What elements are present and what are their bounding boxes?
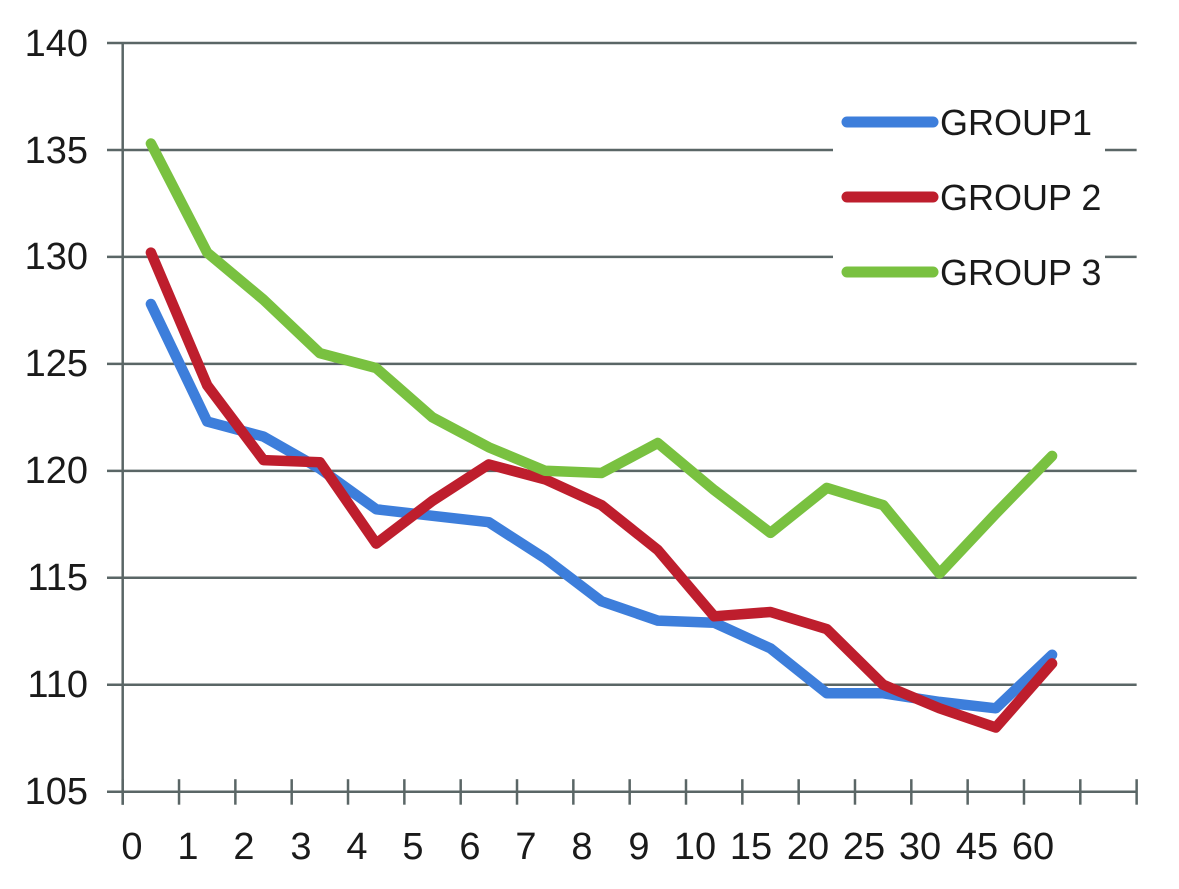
x-tick-label: 15	[730, 826, 772, 868]
x-tick-label: 6	[459, 826, 480, 868]
x-axis-labels: 0 1 2 3 4 5 6 7 8 9 10 15 20 25 30 45 60	[121, 826, 1054, 868]
series-lines	[145, 138, 1058, 733]
x-tick-label: 9	[628, 826, 649, 868]
y-tick-label: 135	[25, 130, 88, 172]
x-tick-label: 25	[843, 826, 885, 868]
x-tick-label: 30	[899, 826, 941, 868]
y-tick-label: 105	[25, 771, 88, 813]
x-tick-label: 5	[402, 826, 423, 868]
y-tick-label: 120	[25, 450, 88, 492]
series-line-group3	[145, 138, 1058, 579]
x-tick-label: 10	[674, 826, 716, 868]
y-tick-label: 110	[27, 664, 88, 706]
y-tick-label: 115	[27, 557, 88, 599]
x-tick-label: 7	[515, 826, 536, 868]
legend: GROUP1 GROUP 2 GROUP 3	[833, 96, 1105, 308]
x-tick-label: 0	[121, 826, 142, 868]
x-tick-label: 4	[346, 826, 367, 868]
gridlines	[107, 41, 1138, 805]
x-tick-label: 60	[1012, 826, 1054, 868]
y-tick-label: 125	[25, 343, 88, 385]
x-tick-label: 2	[233, 826, 254, 868]
legend-label-group2: GROUP 2	[940, 177, 1101, 218]
y-axis-labels: 140 135 130 125 120 115 110 105	[25, 23, 88, 813]
x-tick-label: 8	[571, 826, 592, 868]
y-tick-label: 140	[25, 23, 88, 65]
x-tick-label: 3	[290, 826, 311, 868]
x-tick-label: 45	[956, 826, 998, 868]
x-tick-label: 20	[787, 826, 829, 868]
legend-label-group1: GROUP1	[940, 102, 1092, 143]
x-tick-label: 1	[177, 826, 198, 868]
legend-label-group3: GROUP 3	[940, 252, 1101, 293]
series-line-group2	[145, 247, 1058, 733]
y-tick-label: 130	[25, 236, 88, 278]
